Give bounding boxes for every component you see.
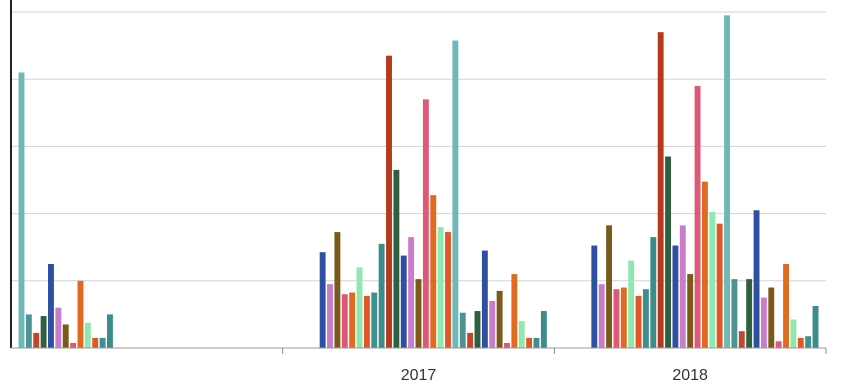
bar	[77, 280, 84, 348]
bar	[665, 156, 671, 348]
bar	[452, 40, 459, 349]
bar	[84, 322, 91, 348]
bar	[738, 331, 745, 348]
bar	[701, 181, 708, 348]
bar	[540, 311, 547, 348]
bar	[790, 319, 797, 348]
bar	[467, 332, 474, 348]
bar	[422, 99, 429, 348]
bar	[489, 300, 496, 348]
bar	[474, 311, 481, 348]
bar	[783, 264, 789, 348]
bar	[430, 195, 437, 348]
bar	[768, 287, 775, 348]
bar	[459, 312, 466, 348]
bar	[687, 274, 694, 348]
bar	[613, 289, 620, 348]
bar	[753, 210, 760, 348]
bar	[642, 289, 649, 348]
bar	[775, 341, 782, 348]
bar	[334, 232, 341, 348]
bar	[598, 284, 605, 348]
bar	[526, 337, 533, 348]
bar	[746, 279, 753, 348]
bar	[760, 297, 767, 348]
bar	[672, 245, 679, 348]
bar	[415, 279, 422, 348]
x-tick-label: 2018	[672, 367, 708, 384]
bar	[606, 225, 613, 348]
bar	[635, 295, 642, 348]
bar	[363, 295, 370, 348]
bar	[511, 274, 518, 348]
bar	[650, 237, 657, 348]
bar	[591, 245, 598, 348]
bar	[504, 342, 510, 348]
bar	[797, 337, 804, 348]
bar	[805, 336, 812, 348]
bar	[445, 232, 451, 348]
bar	[341, 294, 348, 348]
bar	[99, 337, 106, 348]
x-tick-label: 2017	[401, 367, 437, 384]
bar	[18, 72, 25, 348]
bar	[107, 314, 113, 348]
bar	[25, 314, 32, 348]
bar	[731, 279, 738, 348]
bar	[812, 306, 819, 348]
bars	[18, 15, 819, 349]
bar	[481, 250, 488, 348]
bar	[709, 211, 716, 348]
bar	[349, 292, 356, 348]
bar	[496, 290, 503, 348]
bar	[371, 292, 378, 348]
bar	[386, 55, 392, 349]
bar	[724, 15, 730, 349]
bar	[319, 252, 326, 348]
bar	[657, 32, 664, 348]
bar	[679, 225, 686, 348]
x-tick-labels: 2017 2018	[401, 367, 708, 384]
bar	[400, 255, 407, 348]
bar	[408, 237, 415, 348]
bar	[40, 316, 47, 348]
bar	[533, 337, 540, 348]
bar	[694, 85, 701, 349]
bar	[518, 321, 525, 348]
bar	[437, 227, 444, 348]
bar	[62, 324, 69, 348]
bar	[33, 332, 40, 348]
bar	[70, 342, 77, 348]
bar	[327, 284, 333, 348]
bar	[628, 260, 635, 348]
bar	[393, 169, 400, 348]
bar	[356, 267, 363, 348]
axes	[10, 0, 827, 354]
bar	[92, 337, 99, 348]
bar	[48, 264, 54, 348]
bar	[378, 243, 385, 348]
bar	[716, 223, 723, 348]
bar	[620, 287, 627, 348]
bar	[55, 307, 62, 348]
